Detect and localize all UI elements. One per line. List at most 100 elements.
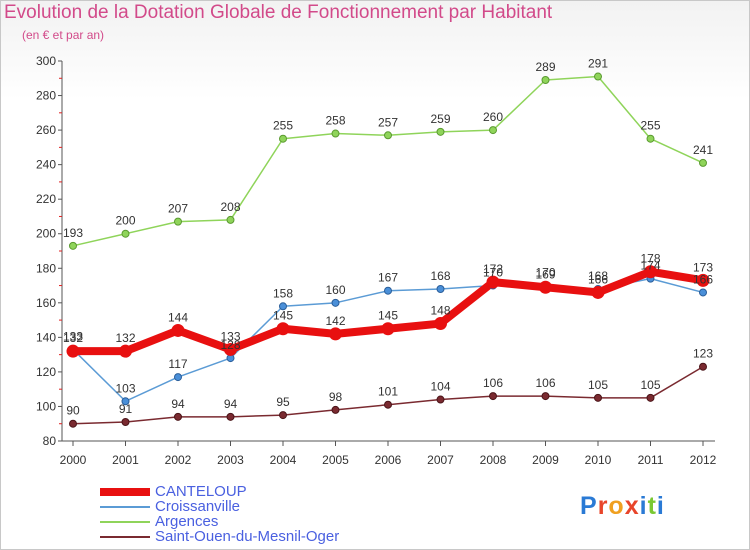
data-point-canteloup [486,275,500,289]
data-point-argences [436,127,445,136]
data-point-saint-ouen-du-mesnil-oger [384,400,392,409]
data-label: 145 [378,309,398,323]
data-point-argences [489,126,497,135]
data-point-argences [121,229,130,238]
y-tick-label: 240 [36,158,56,172]
data-label: 200 [115,214,135,228]
legend-label-croissanville: Croissanville [155,498,241,515]
y-tick-label: 100 [36,399,56,413]
data-label: 94 [224,397,238,411]
data-point-argences [69,241,77,250]
x-tick-label: 2005 [322,453,349,467]
data-point-croissanville [121,397,130,406]
data-point-saint-ouen-du-mesnil-oger [541,392,550,401]
data-label: 133 [220,329,240,343]
x-tick-label: 2011 [638,453,664,467]
data-point-saint-ouen-du-mesnil-oger [331,405,340,414]
data-point-argences [331,129,340,138]
data-label: 142 [325,314,345,328]
data-label: 91 [119,402,133,416]
data-point-argences [174,217,182,226]
x-tick-label: 2009 [532,453,559,467]
data-label: 132 [115,331,135,345]
data-label: 208 [220,200,240,214]
legend-swatch-saint-ouen [100,536,150,538]
data-label: 166 [693,272,713,286]
data-label: 98 [329,390,343,404]
x-tick-label: 2001 [112,453,139,467]
data-label: 170 [535,266,555,280]
logo-letters: Proxiti [580,492,665,520]
data-label: 255 [273,119,293,133]
data-point-saint-ouen-du-mesnil-oger [69,419,77,428]
x-tick-label: 2012 [690,453,717,467]
data-label: 168 [430,269,450,283]
legend-swatch-argences [100,521,150,523]
data-point-croissanville [279,302,287,311]
data-label: 145 [273,309,293,323]
data-point-canteloup [591,285,605,299]
data-point-croissanville [699,288,707,297]
data-point-canteloup [276,322,290,336]
data-point-saint-ouen-du-mesnil-oger [121,418,130,426]
data-label: 174 [640,259,660,273]
proxiti-logo: Proxiti [580,492,665,521]
data-point-croissanville [174,373,182,382]
data-label: 106 [535,376,555,390]
data-label: 178 [640,252,660,266]
logo-letter: t [647,492,657,520]
x-tick-label: 2004 [270,453,297,467]
data-label: 193 [63,226,83,240]
data-label: 94 [171,397,185,411]
data-point-canteloup [66,344,80,358]
data-point-canteloup [539,280,552,294]
data-label: 170 [483,266,503,280]
x-tick-label: 2002 [165,453,192,467]
data-label: 168 [588,269,608,283]
data-label: 257 [378,115,398,129]
data-label: 259 [430,112,450,126]
data-label: 104 [430,380,450,394]
x-tick-label: 2008 [480,453,507,467]
data-label: 173 [693,260,713,274]
data-label: 241 [693,143,713,157]
data-label: 106 [483,376,503,390]
logo-letter: r [597,492,609,520]
logo-letter: x [624,492,640,520]
data-label: 169 [535,267,555,281]
y-tick-label: 140 [36,330,56,344]
chart-data-labels: 90 91 94 94 95 98 101 104 106 106 105 105 123 193 200 2… [63,57,713,418]
data-point-canteloup [696,273,710,287]
data-label: 291 [588,57,608,71]
data-label: 160 [325,283,345,297]
y-tick-label: 80 [43,434,57,448]
data-point-argences [226,215,235,224]
y-tick-label: 300 [36,54,56,68]
data-label: 133 [63,329,83,343]
x-tick-label: 2007 [427,453,454,467]
data-point-canteloup [434,317,447,331]
series-line-croissanville [72,277,704,403]
data-label: 95 [276,395,290,409]
logo-letter: o [608,492,625,520]
data-point-argences [384,131,392,140]
series-line-argences [72,75,704,247]
data-point-canteloup [329,327,342,341]
data-label: 123 [693,347,713,361]
x-tick-label: 2006 [375,453,402,467]
data-label: 172 [483,262,503,276]
data-label: 132 [63,331,83,345]
data-point-saint-ouen-du-mesnil-oger [646,393,655,402]
logo-letter: P [580,492,598,520]
legend-swatch-canteloup [100,488,150,496]
data-label: 289 [535,60,555,74]
data-point-croissanville [384,286,392,295]
logo-letter: i [656,492,665,520]
data-label: 260 [483,110,503,124]
logo-letter: i [639,492,648,520]
x-tick-label: 2003 [217,453,244,467]
data-label: 101 [378,385,398,399]
data-label: 128 [220,338,240,352]
legend-label-saint-ouen: Saint-Ouen-du-Mesnil-Oger [155,528,340,545]
